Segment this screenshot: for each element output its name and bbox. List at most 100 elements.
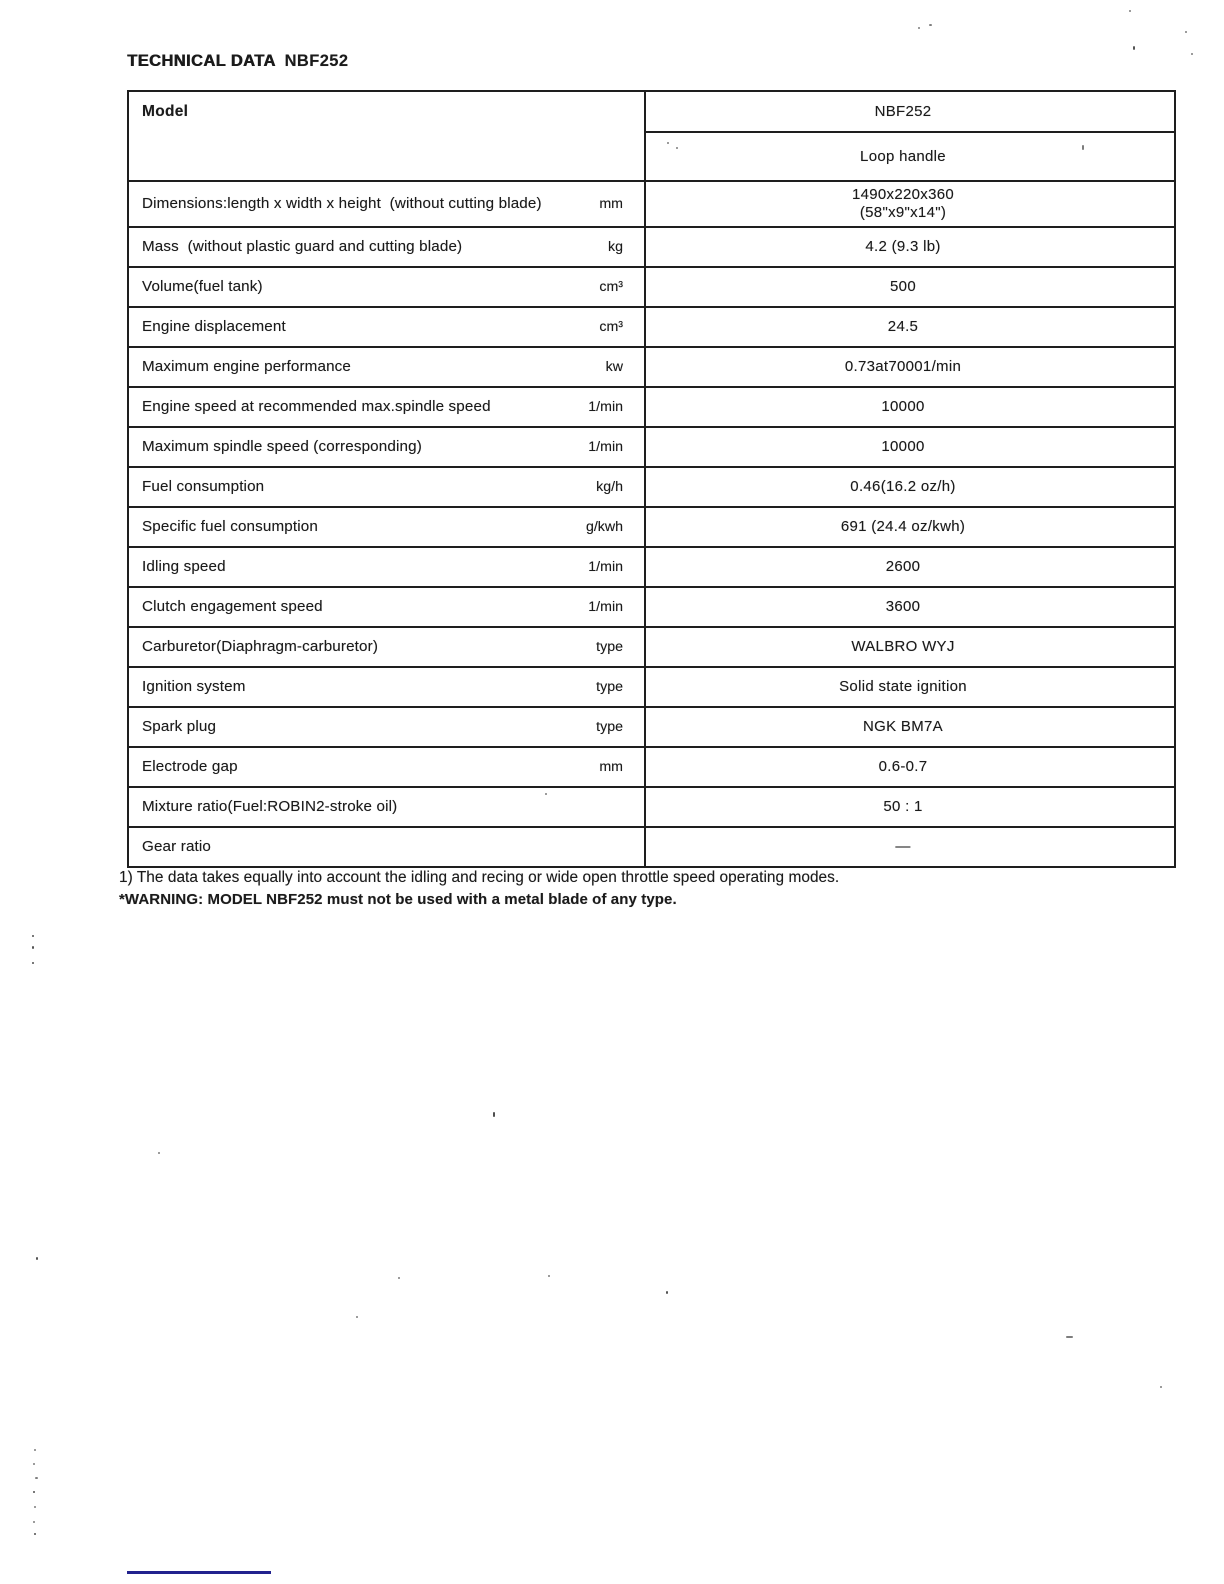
row-unit: mm	[599, 759, 623, 775]
row-value: WALBRO WYJ	[851, 638, 955, 655]
scan-speck	[33, 1521, 35, 1523]
row-value: 0.6-0.7	[878, 758, 928, 775]
row-label: Fuel consumption	[142, 478, 265, 495]
row-unit: type	[596, 639, 623, 655]
row-dimensions: Dimensions:length x width x height (with…	[129, 180, 1174, 226]
row-unit: 1/min	[588, 599, 623, 615]
scan-speck	[667, 142, 669, 144]
row-engine-speed-recommended: Engine speed at recommended max.spindle …	[129, 386, 1174, 426]
row-label: Electrode gap	[142, 758, 238, 775]
row-value: NGK BM7A	[863, 718, 943, 735]
warning-note: *WARNING: MODEL NBF252 must not be used …	[119, 891, 677, 908]
row-mass: Mass (without plastic guard and cutting …	[129, 226, 1174, 266]
scan-speck	[1129, 10, 1131, 12]
row-max-engine-performance: Maximum engine performance kw 0.73at70001…	[129, 346, 1174, 386]
row-value: 24.5	[887, 318, 919, 335]
row-label: Engine displacement	[142, 318, 286, 335]
row-unit: mm	[599, 196, 623, 212]
row-unit: 1/min	[588, 399, 623, 415]
scan-speck	[1185, 31, 1187, 33]
row-label: Clutch engagement speed	[142, 598, 323, 615]
row-label: Carburetor(Diaphragm-carburetor)	[142, 638, 379, 655]
row-value: 50 : 1	[883, 798, 923, 815]
row-value: 0.73at70001/min	[844, 358, 962, 375]
table-header-row: Model NBF252 Loop handle	[129, 92, 1174, 180]
row-idling-speed: Idling speed 1/min 2600	[129, 546, 1174, 586]
row-value: 4.2 (9.3 lb)	[865, 238, 941, 255]
row-clutch-engagement-speed: Clutch engagement speed 1/min 3600	[129, 586, 1174, 626]
row-label: Ignition system	[142, 678, 246, 695]
row-label: Specific fuel consumption	[142, 518, 318, 535]
scan-speck	[32, 946, 34, 949]
scan-speck	[548, 1275, 550, 1277]
footnote-1: 1) The data takes equally into account t…	[119, 869, 840, 886]
row-gear-ratio: Gear ratio —	[129, 826, 1174, 866]
scan-speck	[34, 1506, 36, 1508]
row-max-spindle-speed: Maximum spindle speed (corresponding) 1/m…	[129, 426, 1174, 466]
scan-speck	[1082, 145, 1084, 150]
row-unit: type	[596, 679, 623, 695]
handle-value-cell: Loop handle	[860, 148, 946, 165]
scan-speck	[356, 1316, 358, 1318]
page-title-text: TECHNICAL DATA	[127, 52, 276, 70]
row-unit: kg	[608, 239, 623, 255]
row-unit: cm³	[599, 319, 623, 335]
scan-speck	[493, 1112, 495, 1117]
row-unit: cm³	[599, 279, 623, 295]
row-value: 2600	[885, 558, 921, 575]
row-label: Spark plug	[142, 718, 217, 735]
row-value: 3600	[885, 598, 921, 615]
row-label: Mass (without plastic guard and cutting …	[142, 238, 463, 255]
row-label: Gear ratio	[142, 838, 212, 855]
scan-speck	[32, 935, 34, 937]
technical-data-table: Model NBF252 Loop handle Dimensions:leng…	[127, 90, 1176, 868]
row-value: 1490x220x360 (58"x9"x14")	[851, 186, 955, 221]
row-unit: kw	[605, 359, 623, 375]
scan-speck	[33, 1491, 35, 1493]
row-unit: type	[596, 719, 623, 735]
row-label: Maximum engine performance	[142, 358, 352, 375]
row-carburetor: Carburetor(Diaphragm-carburetor) type WAL…	[129, 626, 1174, 666]
row-label: Mixture ratio(Fuel:ROBIN2-stroke oil)	[142, 798, 398, 815]
model-value-cell: NBF252	[646, 92, 1174, 133]
scan-speck	[35, 1477, 38, 1479]
row-value: 0.46(16.2 oz/h)	[850, 478, 956, 495]
row-label: Volume(fuel tank)	[142, 278, 263, 295]
scan-speck	[398, 1277, 400, 1279]
row-label: Maximum spindle speed (corresponding)	[142, 438, 422, 455]
row-value: Solid state ignition	[839, 678, 967, 695]
row-value: 691 (24.4 oz/kwh)	[840, 518, 966, 535]
row-value: 10000	[881, 438, 925, 455]
scan-speck	[1133, 46, 1135, 50]
scan-speck	[1066, 1336, 1073, 1338]
row-value: 500	[890, 278, 916, 295]
scan-speck	[929, 24, 932, 26]
scan-speck	[1191, 53, 1193, 55]
model-header-cell: Model	[129, 92, 646, 180]
row-specific-fuel-consumption: Specific fuel consumption g/kwh 691 (24.4…	[129, 506, 1174, 546]
scan-speck	[36, 1257, 38, 1260]
row-unit: 1/min	[588, 439, 623, 455]
row-spark-plug: Spark plug type NGK BM7A	[129, 706, 1174, 746]
scan-speck	[676, 147, 678, 149]
row-fuel-consumption: Fuel consumption kg/h 0.46(16.2 oz/h)	[129, 466, 1174, 506]
row-unit: g/kwh	[585, 519, 623, 535]
scan-speck	[158, 1152, 160, 1154]
row-mixture-ratio: Mixture ratio(Fuel:ROBIN2-stroke oil) 50…	[129, 786, 1174, 826]
scan-speck	[34, 1449, 36, 1451]
row-electrode-gap: Electrode gap mm 0.6-0.7	[129, 746, 1174, 786]
scan-speck	[666, 1291, 668, 1294]
scan-speck	[918, 27, 920, 29]
scan-speck	[32, 962, 34, 964]
model-header-values: NBF252 Loop handle	[646, 92, 1174, 180]
scan-speck	[545, 793, 547, 795]
row-unit: kg/h	[596, 479, 623, 495]
row-value: 10000	[881, 398, 925, 415]
row-volume-fuel-tank: Volume(fuel tank) cm³ 500	[129, 266, 1174, 306]
page-title-model: NBF252	[284, 52, 349, 70]
model-header-label: Model	[142, 103, 189, 120]
scan-speck	[33, 1463, 35, 1465]
row-engine-displacement: Engine displacement cm³ 24.5	[129, 306, 1174, 346]
row-label: Engine speed at recommended max.spindle …	[142, 398, 491, 415]
